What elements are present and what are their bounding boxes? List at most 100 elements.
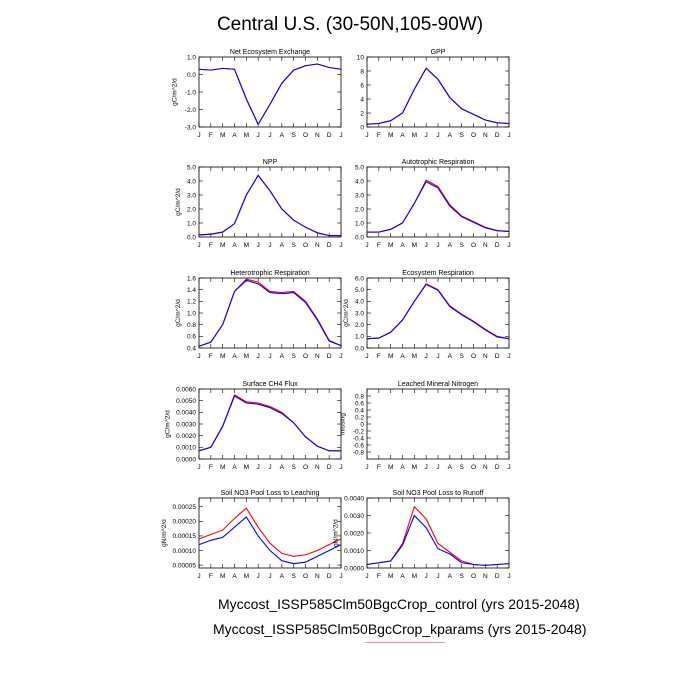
- x-tick-label: F: [209, 464, 213, 471]
- x-tick-label: S: [459, 464, 464, 471]
- plot-frame: [198, 388, 342, 460]
- y-tick-label: -1.0: [185, 89, 197, 96]
- x-tick-label: O: [471, 242, 476, 249]
- y-tick-label: 0: [360, 421, 364, 428]
- x-tick-label: J: [507, 353, 510, 360]
- x-tick-label: O: [303, 353, 308, 360]
- series-line-kparams: [198, 394, 341, 452]
- x-tick-label: F: [209, 353, 213, 360]
- x-tick-label: J: [425, 353, 428, 360]
- y-tick-label: 0.4: [355, 407, 364, 414]
- x-tick-label: N: [315, 573, 320, 580]
- y-tick-label: 3.0: [187, 192, 196, 199]
- x-tick-label: F: [377, 573, 381, 580]
- y-tick-label: 0.6: [187, 334, 196, 341]
- x-tick-label: D: [495, 573, 500, 580]
- y-tick-label: 5.0: [187, 164, 196, 171]
- panel-title: Leached Mineral Nitrogen: [398, 381, 478, 388]
- x-tick-label: J: [507, 242, 510, 249]
- x-tick-label: A: [280, 353, 285, 360]
- x-tick-label: J: [339, 464, 342, 471]
- x-tick-label: N: [315, 242, 320, 249]
- x-tick-label: J: [365, 132, 368, 139]
- x-tick-label: M: [412, 353, 417, 360]
- x-tick-label: A: [448, 132, 453, 139]
- y-tick-label: 6.0: [355, 275, 364, 282]
- x-tick-label: A: [448, 573, 453, 580]
- y-tick-label: -0.6: [353, 442, 365, 449]
- legend-underline: [365, 642, 445, 643]
- y-tick-label: 0.00020: [173, 519, 197, 526]
- panel-title: Soil NO3 Pool Loss to Runoff: [393, 490, 484, 497]
- x-tick-label: A: [400, 464, 405, 471]
- series-line-kparams: [366, 283, 510, 340]
- x-tick-label: M: [412, 132, 417, 139]
- y-axis-label: gC/m^2/d: [175, 299, 182, 327]
- x-tick-label: J: [268, 464, 271, 471]
- x-tick-label: A: [232, 242, 237, 249]
- x-tick-label: M: [220, 573, 225, 580]
- x-tick-label: M: [412, 573, 417, 580]
- x-tick-label: F: [377, 242, 381, 249]
- x-tick-label: M: [388, 573, 393, 580]
- y-tick-label: 0.0010: [176, 445, 196, 452]
- y-tick-label: 0.00005: [173, 562, 197, 569]
- series-line-kparams: [366, 67, 510, 125]
- y-tick-label: 0.0: [187, 72, 196, 79]
- plot-frame: [366, 56, 510, 128]
- x-tick-label: J: [257, 242, 260, 249]
- y-tick-label: 0.0: [187, 234, 196, 241]
- x-tick-label: M: [244, 132, 249, 139]
- series-line-control: [198, 63, 342, 126]
- x-tick-label: J: [257, 353, 260, 360]
- legend-entry-control: Myccost_ISSP585Clm50BgcCrop_control (yrs…: [218, 596, 580, 612]
- legend-entry-kparams: Myccost_ISSP585Clm50BgcCrop_kparams (yrs…: [213, 621, 587, 637]
- x-tick-label: S: [291, 353, 296, 360]
- x-tick-label: J: [507, 132, 510, 139]
- y-tick-label: -0.4: [353, 435, 365, 442]
- y-tick-label: 3.0: [355, 310, 364, 317]
- x-tick-label: A: [400, 573, 405, 580]
- x-tick-label: J: [436, 353, 439, 360]
- y-tick-label: 2.0: [355, 206, 364, 213]
- x-tick-label: M: [388, 132, 393, 139]
- y-tick-label: 0.8: [355, 393, 364, 400]
- x-tick-label: D: [327, 464, 332, 471]
- x-tick-label: O: [303, 464, 308, 471]
- y-tick-label: 0.0020: [176, 433, 196, 440]
- y-tick-label: 1.2: [187, 299, 196, 306]
- x-tick-label: A: [232, 464, 237, 471]
- y-tick-label: 4: [360, 96, 364, 103]
- x-tick-label: J: [339, 573, 342, 580]
- x-tick-label: N: [483, 464, 488, 471]
- panel-title: Surface CH4 Flux: [242, 381, 298, 388]
- x-tick-label: A: [400, 132, 405, 139]
- y-tick-label: 2: [360, 110, 364, 117]
- x-tick-label: M: [220, 464, 225, 471]
- x-tick-label: A: [232, 573, 237, 580]
- x-tick-label: J: [257, 464, 260, 471]
- y-tick-label: 0.0040: [344, 495, 364, 502]
- x-tick-label: S: [459, 132, 464, 139]
- series-line-control: [198, 395, 341, 452]
- y-tick-label: 2.0: [355, 322, 364, 329]
- y-axis-label: missing: [340, 413, 347, 435]
- x-tick-label: A: [280, 464, 285, 471]
- y-tick-label: 5.0: [355, 287, 364, 294]
- x-tick-label: O: [303, 242, 308, 249]
- y-tick-label: 1.6: [187, 275, 196, 282]
- x-tick-label: J: [507, 573, 510, 580]
- x-tick-label: D: [327, 242, 332, 249]
- x-tick-label: D: [495, 353, 500, 360]
- x-tick-label: D: [327, 353, 332, 360]
- x-tick-label: J: [436, 242, 439, 249]
- plot-frame: [366, 277, 510, 349]
